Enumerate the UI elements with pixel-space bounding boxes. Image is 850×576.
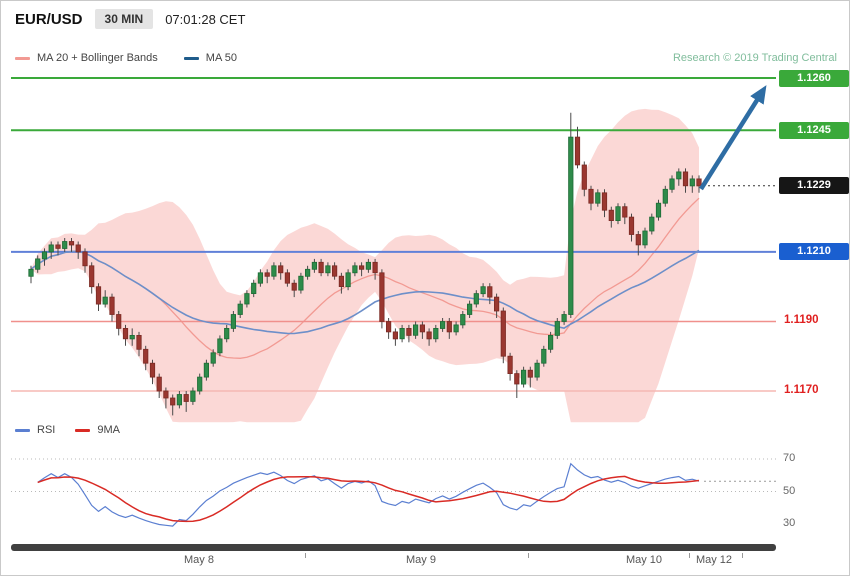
axis-tick: [528, 553, 529, 558]
timeframe-badge: 30 MIN: [94, 9, 154, 29]
axis-tick: [689, 553, 690, 558]
level-label-1-1210: 1.1210: [779, 243, 849, 261]
rsi-swatch-icon: [15, 428, 30, 432]
level-label-1-1245: 1.1245: [779, 121, 849, 139]
axis-tick: [305, 553, 306, 558]
x-axis-label-may-10: May 10: [625, 554, 663, 566]
watermark-credit: Research © 2019 Trading Central: [672, 52, 837, 64]
chart-header: EUR/USD 30 MIN 07:01:28 CET: [15, 9, 245, 29]
x-axis-label-may-8: May 8: [184, 554, 214, 566]
level-label-1-1190: 1.1190: [784, 314, 819, 327]
x-axis-label-may-12: May 12: [695, 554, 733, 566]
ma50-swatch-icon: [183, 56, 199, 60]
legend-ma20-label: MA 20 + Bollinger Bands: [37, 52, 158, 64]
main-price-chart[interactable]: [1, 67, 850, 437]
ma20-swatch-icon: [15, 56, 30, 60]
rsi-tick-50: 50: [783, 484, 796, 497]
axis-tick: [742, 553, 743, 558]
symbol-label: EUR/USD: [15, 10, 83, 28]
timeline-scrollbar[interactable]: [11, 544, 776, 551]
rsi-legend-rsi-label: RSI: [37, 424, 56, 436]
rsi-legend-9ma-label: 9MA: [97, 424, 120, 436]
rsi-legend-rsi: RSI: [15, 424, 55, 436]
level-label-1-1260: 1.1260: [779, 69, 849, 87]
main-legend: MA 20 + Bollinger Bands MA 50: [15, 52, 237, 64]
x-axis-label-may-9: May 9: [406, 554, 436, 566]
level-label-current-price: 1.1229: [779, 177, 849, 195]
legend-ma50-label: MA 50: [205, 52, 237, 64]
clock-time: 07:01:28 CET: [165, 11, 246, 27]
rsi-legend: RSI 9MA: [15, 424, 120, 436]
legend-ma50: MA 50: [183, 52, 237, 64]
rsi-9ma-swatch-icon: [75, 428, 91, 432]
rsi-tick-30: 30: [783, 517, 796, 529]
level-label-1-1170: 1.1170: [784, 384, 819, 397]
rsi-legend-9ma: 9MA: [75, 424, 120, 436]
legend-ma20-bollinger: MA 20 + Bollinger Bands: [15, 52, 158, 64]
rsi-chart[interactable]: [1, 441, 850, 541]
rsi-tick-70: 70: [783, 452, 796, 464]
